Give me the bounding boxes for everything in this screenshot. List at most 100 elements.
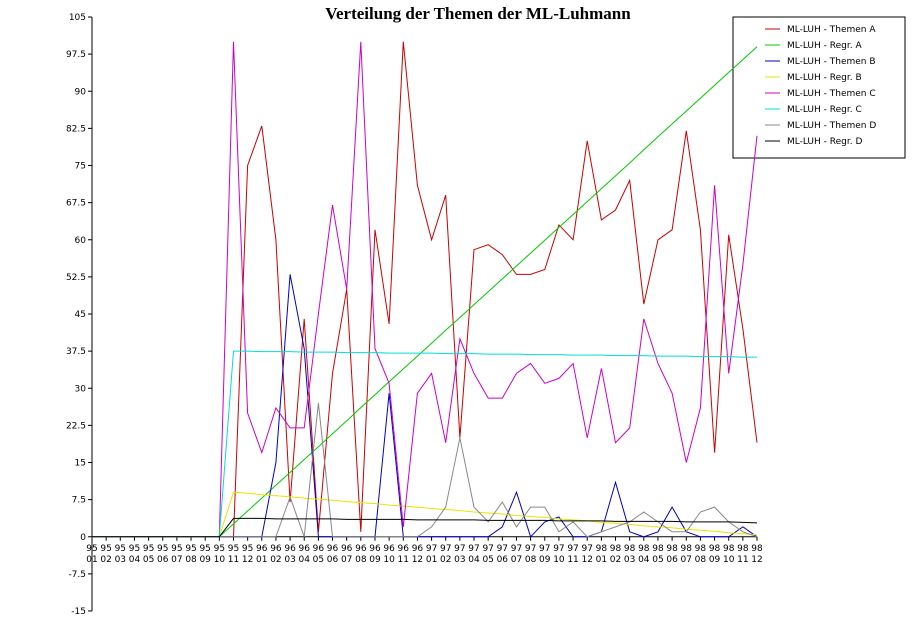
x-tick-label: 95 [214, 544, 225, 554]
y-tick-label: 67.5 [66, 199, 86, 209]
x-tick-label: 97 [525, 544, 536, 554]
x-tick-label: 05 [313, 555, 324, 565]
x-tick-label: 05 [482, 555, 493, 565]
y-tick-label: 7.5 [72, 496, 86, 506]
y-tick-label: 75 [75, 162, 86, 172]
x-tick-label: 06 [327, 555, 339, 565]
y-tick-label: 22.5 [66, 421, 86, 431]
x-tick-label: 96 [270, 544, 282, 554]
y-tick-label: -15 [71, 607, 86, 617]
x-tick-label: 97 [581, 544, 592, 554]
y-tick-label: 15 [75, 459, 86, 469]
x-tick-label: 07 [341, 555, 352, 565]
series-line [92, 517, 758, 538]
x-tick-label: 03 [284, 555, 295, 565]
x-tick-label: 95 [228, 544, 239, 554]
x-tick-label: 04 [638, 555, 650, 565]
legend-label: ML-LUH - Themen B [787, 57, 876, 67]
x-tick-label: 97 [482, 544, 493, 554]
x-tick-label: 96 [299, 544, 311, 554]
x-tick-label: 03 [624, 555, 635, 565]
y-tick-label: 45 [75, 310, 86, 320]
x-tick-label: 98 [709, 544, 721, 554]
x-tick-label: 98 [596, 544, 608, 554]
x-tick-label: 96 [369, 544, 381, 554]
y-tick-label: 97.5 [66, 50, 86, 60]
x-tick-label: 97 [567, 544, 578, 554]
x-tick-label: 10 [214, 555, 226, 565]
x-tick-label: 97 [426, 544, 437, 554]
x-tick-label: 08 [185, 555, 197, 565]
x-tick-label: 98 [751, 544, 763, 554]
x-tick-label: 96 [355, 544, 367, 554]
y-tick-label: 60 [75, 236, 87, 246]
y-tick-label: 52.5 [66, 273, 86, 283]
x-tick-label: 98 [666, 544, 678, 554]
x-tick-label: 09 [369, 555, 381, 565]
x-tick-label: 96 [284, 544, 296, 554]
x-tick-label: 95 [115, 544, 126, 554]
x-tick-label: 96 [256, 544, 268, 554]
x-tick-label: 97 [440, 544, 451, 554]
legend-label: ML-LUH - Regr. C [787, 105, 862, 115]
x-tick-label: 97 [468, 544, 479, 554]
x-tick-label: 03 [115, 555, 126, 565]
legend-label: ML-LUH - Regr. B [787, 73, 862, 83]
y-tick-label: 37.5 [66, 347, 86, 357]
x-tick-label: 09 [199, 555, 211, 565]
legend-box [732, 16, 906, 159]
x-tick-label: 09 [539, 555, 551, 565]
x-tick-label: 10 [723, 555, 735, 565]
x-tick-label: 96 [341, 544, 353, 554]
x-tick-label: 01 [86, 555, 97, 565]
x-tick-label: 11 [737, 555, 748, 565]
x-tick-label: 97 [553, 544, 564, 554]
y-tick-label: 82.5 [66, 124, 86, 134]
x-tick-label: 07 [171, 555, 182, 565]
y-tick-label: 0 [80, 533, 86, 543]
x-tick-label: 02 [610, 555, 621, 565]
x-tick-label: 95 [199, 544, 210, 554]
x-tick-label: 97 [539, 544, 550, 554]
y-tick-label: 30 [75, 384, 87, 394]
x-tick-label: 12 [242, 555, 253, 565]
legend-label: ML-LUH - Themen A [787, 25, 876, 35]
x-tick-label: 98 [723, 544, 735, 554]
x-tick-label: 04 [129, 555, 141, 565]
x-tick-label: 95 [86, 544, 97, 554]
x-tick-label: 10 [553, 555, 565, 565]
x-tick-label: 95 [100, 544, 111, 554]
x-tick-label: 98 [638, 544, 650, 554]
x-tick-label: 97 [511, 544, 522, 554]
x-tick-label: 96 [313, 544, 325, 554]
legend-label: ML-LUH - Themen D [787, 121, 876, 131]
x-tick-label: 07 [511, 555, 522, 565]
legend-label: ML-LUH - Regr. D [787, 137, 862, 147]
x-tick-label: 06 [497, 555, 509, 565]
x-tick-label: 98 [681, 544, 693, 554]
x-tick-label: 01 [596, 555, 607, 565]
x-tick-label: 96 [398, 544, 410, 554]
x-tick-label: 02 [440, 555, 451, 565]
x-tick-label: 06 [157, 555, 169, 565]
x-tick-label: 11 [398, 555, 409, 565]
x-tick-label: 98 [737, 544, 749, 554]
x-tick-label: 11 [228, 555, 239, 565]
x-tick-label: 97 [454, 544, 465, 554]
legend-label: ML-LUH - Themen C [787, 89, 876, 99]
y-tick-label: 90 [75, 87, 87, 97]
x-tick-label: 05 [143, 555, 154, 565]
x-tick-label: 96 [412, 544, 424, 554]
x-tick-label: 12 [581, 555, 592, 565]
x-tick-label: 02 [270, 555, 281, 565]
x-tick-label: 03 [454, 555, 465, 565]
x-tick-label: 04 [468, 555, 480, 565]
chart-title: Verteilung der Themen der ML-Luhmann [325, 4, 631, 23]
x-tick-label: 97 [497, 544, 508, 554]
x-tick-label: 01 [256, 555, 267, 565]
x-tick-label: 01 [426, 555, 437, 565]
x-tick-label: 11 [567, 555, 578, 565]
x-tick-label: 09 [709, 555, 721, 565]
x-tick-label: 95 [242, 544, 253, 554]
